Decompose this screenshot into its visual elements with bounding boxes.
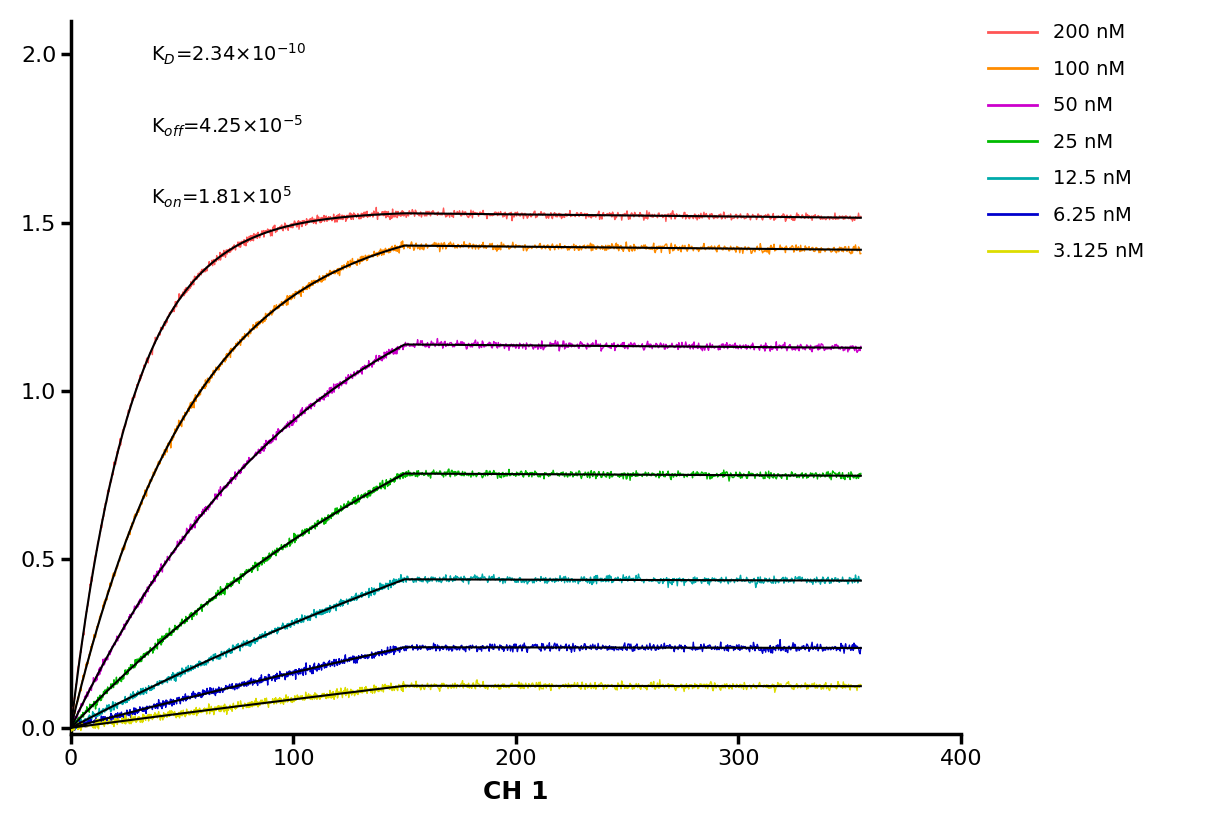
Text: K$_D$=2.34×10$^{-10}$: K$_D$=2.34×10$^{-10}$ [152, 42, 306, 68]
Text: K$_{on}$=1.81×10$^{5}$: K$_{on}$=1.81×10$^{5}$ [152, 185, 292, 210]
Legend: 200 nM, 100 nM, 50 nM, 25 nM, 12.5 nM, 6.25 nM, 3.125 nM: 200 nM, 100 nM, 50 nM, 25 nM, 12.5 nM, 6… [988, 23, 1143, 262]
X-axis label: CH 1: CH 1 [483, 780, 548, 804]
Text: K$_{off}$=4.25×10$^{-5}$: K$_{off}$=4.25×10$^{-5}$ [152, 114, 303, 139]
